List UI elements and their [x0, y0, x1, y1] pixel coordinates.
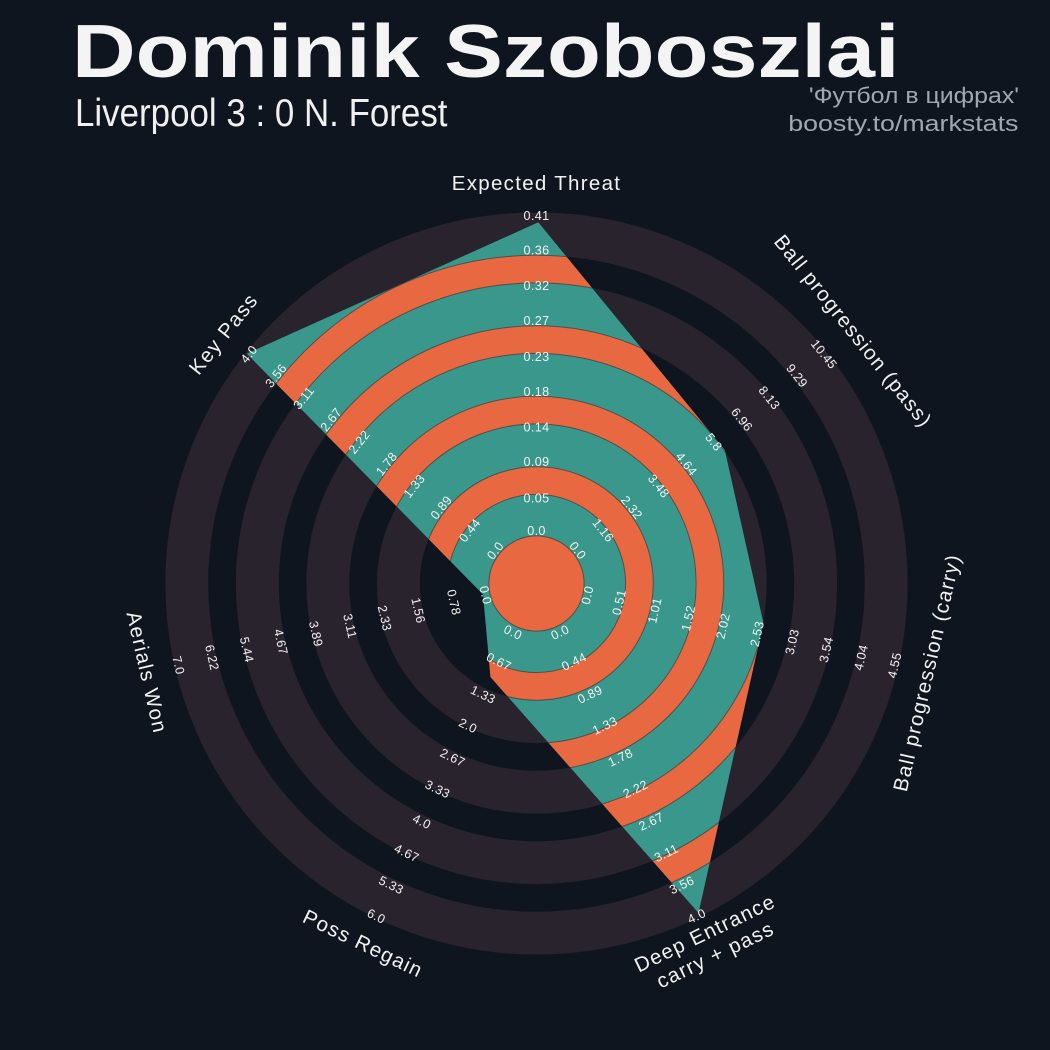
- svg-text:1.56: 1.56: [408, 596, 427, 624]
- svg-text:0.41: 0.41: [524, 209, 550, 223]
- svg-text:0.14: 0.14: [524, 421, 550, 435]
- svg-text:0.32: 0.32: [524, 279, 550, 293]
- svg-text:4.04: 4.04: [851, 643, 870, 671]
- svg-text:2.02: 2.02: [713, 612, 732, 640]
- svg-text:1.01: 1.01: [645, 596, 664, 624]
- svg-text:1.52: 1.52: [679, 604, 698, 632]
- svg-text:3.54: 3.54: [817, 636, 836, 664]
- svg-text:0.0: 0.0: [527, 524, 546, 538]
- svg-text:0.51: 0.51: [610, 588, 629, 616]
- svg-text:2.53: 2.53: [748, 620, 767, 648]
- svg-text:0.36: 0.36: [524, 244, 550, 258]
- svg-text:0.27: 0.27: [524, 314, 550, 328]
- svg-text:3.11: 3.11: [340, 612, 359, 639]
- svg-text:3.03: 3.03: [783, 628, 802, 656]
- svg-text:3.89: 3.89: [306, 620, 325, 648]
- svg-text:2.33: 2.33: [375, 604, 394, 632]
- svg-text:0.09: 0.09: [524, 455, 550, 469]
- svg-text:Expected Threat: Expected Threat: [452, 172, 622, 195]
- svg-text:0.23: 0.23: [524, 350, 550, 364]
- svg-text:7.0: 7.0: [169, 655, 187, 676]
- svg-text:4.67: 4.67: [271, 628, 290, 656]
- svg-text:0.18: 0.18: [524, 385, 550, 399]
- svg-text:0.05: 0.05: [524, 492, 550, 506]
- svg-text:0.78: 0.78: [444, 588, 463, 616]
- svg-text:6.22: 6.22: [202, 643, 221, 671]
- svg-text:0.0: 0.0: [476, 585, 494, 606]
- svg-text:0.0: 0.0: [579, 585, 597, 606]
- svg-text:4.55: 4.55: [885, 651, 904, 679]
- svg-text:5.44: 5.44: [237, 636, 256, 664]
